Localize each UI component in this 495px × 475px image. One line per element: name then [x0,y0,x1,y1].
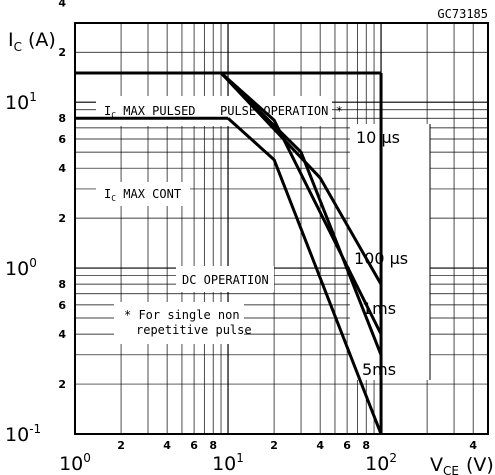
plot-frame [74,22,489,435]
x-tick-label: 8 [209,439,217,452]
series-line-1 [219,71,383,285]
y-tick-label: 2 [58,46,66,59]
x-tick-label: 2 [117,439,125,452]
annotation-footnote-line2: repetitive pulse [136,323,252,337]
x-tick-label: 6 [190,439,198,452]
y-tick-label: 4 [58,162,66,175]
annotation-footnote-line1: * For single non [124,308,240,322]
ic-max-cont-box [96,182,190,206]
y-tick-label: 6 [58,133,66,146]
footnote-box [114,302,244,344]
y-tick-label: 8 [58,112,66,125]
limit-lines [75,71,383,434]
figure-code: GC73185 [437,7,488,21]
y-decade-tick-label: 101 [5,90,37,114]
y-tick-label: 8 [58,278,66,291]
annotation-pulse-operation: PULSE OPERATION * [220,104,343,118]
y-decade-tick-label: 100 [5,256,37,280]
dc-operation-box [176,266,274,292]
y-tick-label: 6 [58,299,66,312]
series-line-3 [220,71,383,335]
x-tick-label: 4 [316,439,324,452]
label-5ms: 5ms [362,360,396,379]
x-tick-label: 4 [469,439,477,452]
label-1ms: 1ms [362,299,396,318]
curve-layer [219,71,383,435]
y-tick-label: 4 [58,0,66,9]
x-tick-label: 2 [270,439,278,452]
x-tick-label: 6 [343,439,351,452]
y-tick-label: 4 [58,328,66,341]
series-line-4 [226,117,383,435]
y-tick-label: 2 [58,378,66,391]
y-decade-tick-label: 10-1 [5,422,41,446]
y-tick-label: 2 [58,212,66,225]
x-axis-title: VCE (V) [430,454,494,475]
x-decade-tick-label: 100 [59,451,91,475]
x-tick-label: 4 [163,439,171,452]
label-100us: 100 µs [354,249,408,268]
annotation-dc-operation: DC OPERATION [182,273,269,287]
series-line-2 [219,71,383,356]
x-decade-tick-label: 101 [212,451,244,475]
annotation-ic-max-pulsed: IC MAX PULSED [104,104,196,120]
pulsed-label-box [96,96,332,126]
x-tick-label: 8 [362,439,370,452]
y-axis-title: IC (A) [8,29,56,54]
label-10us: 10 µs [356,128,400,147]
annotation-ic-max-cont: IC MAX CONT [104,187,181,203]
x-decade-tick-label: 102 [365,451,397,475]
